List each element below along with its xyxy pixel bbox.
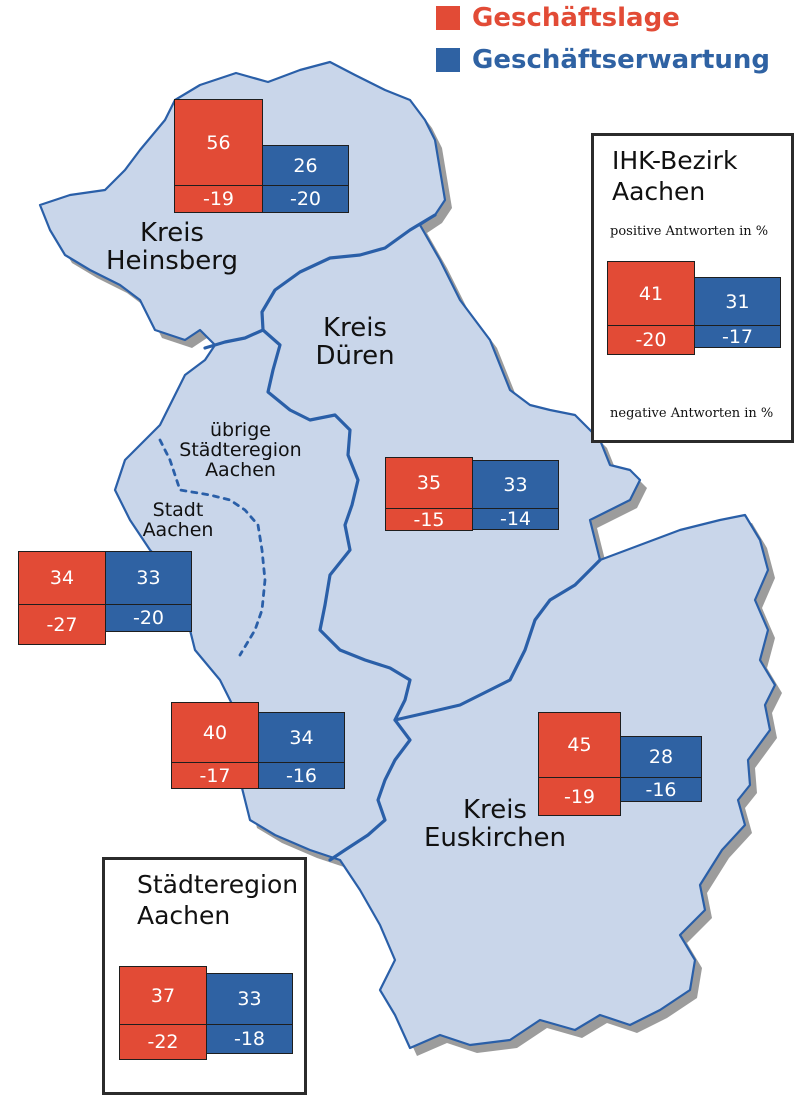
legend-swatch-red [436,6,460,30]
lage-negative-cell: -15 [385,508,473,531]
lage-positive-cell: 41 [607,261,695,326]
erwartung-positive-cell: 33 [105,551,192,605]
lage-positive-cell: 45 [538,712,621,778]
border-stadt-aachen [158,438,267,657]
label-line: übrige [210,419,271,441]
erwartung-positive-cell: 33 [472,460,559,509]
erwartung-negative-cell: -16 [258,762,345,789]
lage-negative-cell: -20 [607,325,695,355]
erwartung-negative-cell: -20 [105,604,192,632]
label-line: Stadt [152,499,204,521]
erwartung-positive-cell: 28 [620,736,702,778]
label-line: Kreis [463,795,527,825]
lage-positive-cell: 56 [174,99,263,186]
title-line: Aachen [137,900,231,930]
lage-positive-cell: 34 [18,551,106,605]
erwartung-positive-cell: 33 [206,973,293,1025]
lage-negative-cell: -27 [18,604,106,645]
legend-geschaeftserwartung: Geschäftserwartung [436,45,770,75]
label-line: Kreis [140,218,204,248]
border-staedteregion-dueren [261,328,412,862]
label-line: Kreis [323,313,387,343]
lage-positive-cell: 37 [119,966,207,1025]
negative-note: negative Antworten in % [610,406,774,421]
border-dueren-euskirchen [393,558,602,722]
erwartung-negative-cell: -18 [206,1024,293,1054]
legend-label: Geschäftslage [472,3,680,33]
erwartung-negative-cell: -17 [694,325,781,348]
legend-swatch-blue [436,48,460,72]
label-line: Euskirchen [423,822,567,853]
lage-negative-cell: -19 [174,185,263,213]
label-line: Städteregion [179,439,302,462]
erwartung-negative-cell: -20 [262,185,349,213]
title-line: Städteregion [137,870,299,899]
positive-note: positive Antworten in % [610,224,769,239]
label-line: Aachen [142,519,214,542]
label-line: Heinsberg [105,245,239,276]
lage-negative-cell: -19 [538,777,621,816]
title-line: Aachen [612,176,706,206]
label-stadt-aachen: Stadt Aachen [128,500,228,540]
legend-label: Geschäftserwartung [472,45,771,75]
lage-negative-cell: -22 [119,1024,207,1060]
erwartung-positive-cell: 31 [694,277,781,326]
label-line: Aachen [205,459,276,482]
border-heinsberg-dueren [203,213,437,350]
label-uebrige-staedteregion: übrige Städteregion Aachen [168,419,313,482]
lage-positive-cell: 35 [385,457,473,509]
lage-positive-cell: 40 [171,702,259,763]
label-kreis-euskirchen: Kreis Euskirchen [400,795,590,853]
title-line: IHK-Bezirk [612,146,738,175]
label-kreis-heinsberg: Kreis Heinsberg [82,218,262,276]
erwartung-positive-cell: 34 [258,712,345,763]
erwartung-negative-cell: -14 [472,508,559,530]
label-line: Düren [315,340,395,371]
erwartung-negative-cell: -16 [620,777,702,802]
erwartung-positive-cell: 26 [262,145,349,186]
legend-geschaeftslage: Geschäftslage [436,3,680,33]
ihk-panel-title: IHK-Bezirk Aachen [612,146,737,207]
label-kreis-dueren: Kreis Düren [280,313,430,371]
lage-negative-cell: -17 [171,762,259,789]
staedteregion-panel-title: Städteregion Aachen [137,870,298,931]
